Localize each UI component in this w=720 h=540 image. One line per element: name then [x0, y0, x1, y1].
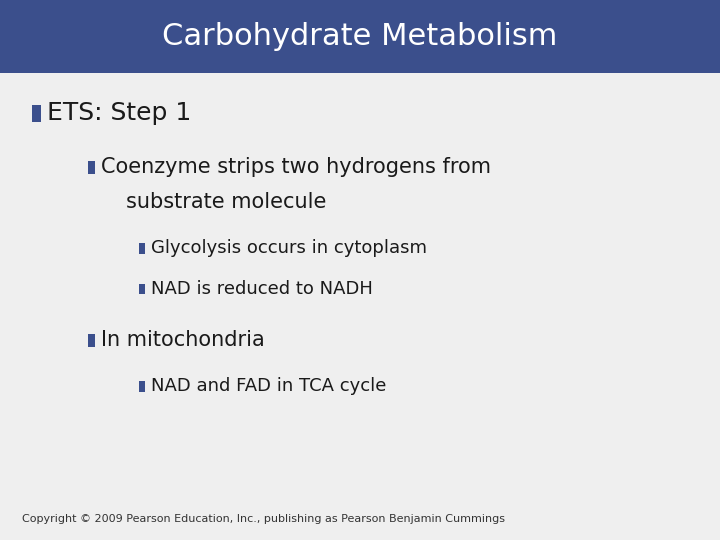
FancyBboxPatch shape — [139, 381, 145, 392]
Text: Coenzyme strips two hydrogens from: Coenzyme strips two hydrogens from — [101, 157, 491, 178]
Text: NAD is reduced to NADH: NAD is reduced to NADH — [151, 280, 373, 298]
FancyBboxPatch shape — [32, 105, 41, 122]
Text: Copyright © 2009 Pearson Education, Inc., publishing as Pearson Benjamin Cumming: Copyright © 2009 Pearson Education, Inc.… — [22, 515, 505, 524]
FancyBboxPatch shape — [88, 161, 95, 174]
FancyBboxPatch shape — [0, 0, 720, 73]
Text: ETS: Step 1: ETS: Step 1 — [47, 102, 191, 125]
FancyBboxPatch shape — [139, 243, 145, 254]
FancyBboxPatch shape — [88, 334, 95, 347]
FancyBboxPatch shape — [139, 284, 145, 294]
Text: In mitochondria: In mitochondria — [101, 330, 264, 350]
Text: Carbohydrate Metabolism: Carbohydrate Metabolism — [162, 22, 558, 51]
Text: NAD and FAD in TCA cycle: NAD and FAD in TCA cycle — [151, 377, 387, 395]
Text: Glycolysis occurs in cytoplasm: Glycolysis occurs in cytoplasm — [151, 239, 427, 258]
Text: substrate molecule: substrate molecule — [126, 192, 326, 213]
